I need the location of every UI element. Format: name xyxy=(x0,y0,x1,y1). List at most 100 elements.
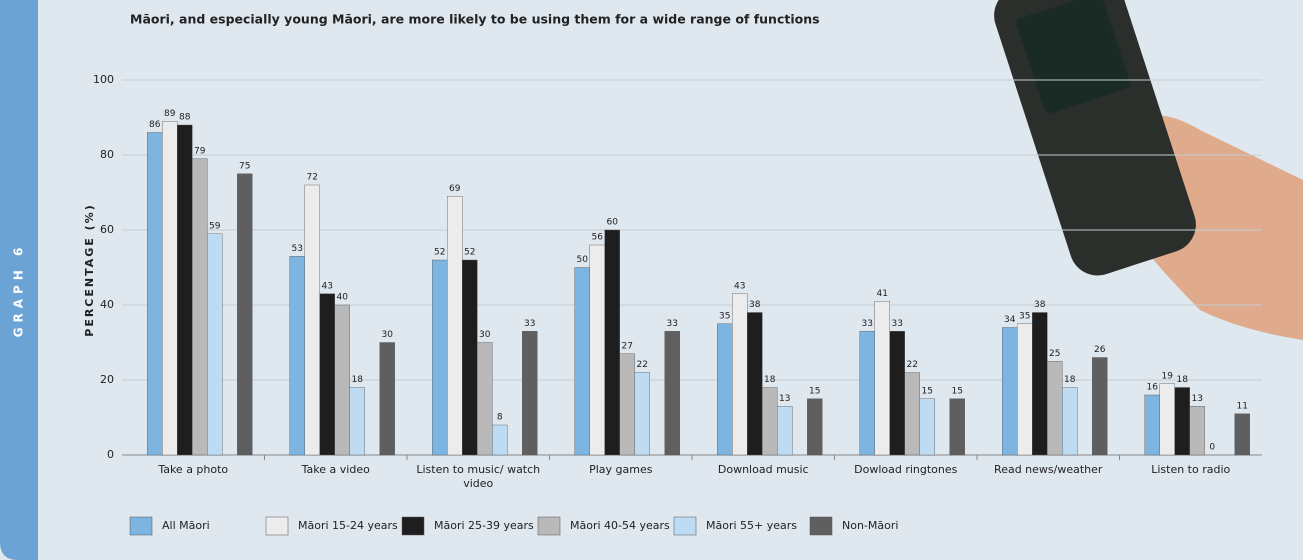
bar xyxy=(949,398,965,456)
phone xyxy=(994,0,1303,340)
bar xyxy=(349,387,365,456)
bar xyxy=(289,256,305,456)
value-label: 30 xyxy=(479,330,491,340)
y-tick-label: 0 xyxy=(107,448,114,461)
value-label: 18 xyxy=(1177,375,1189,385)
value-label: 19 xyxy=(1162,371,1174,381)
legend-swatch xyxy=(129,516,153,536)
value-label: 75 xyxy=(239,161,250,171)
bar xyxy=(304,184,320,456)
value-label: 88 xyxy=(179,113,191,123)
side-bar xyxy=(0,0,38,560)
bar xyxy=(664,331,680,456)
bar xyxy=(1032,312,1048,456)
value-label: 72 xyxy=(307,173,318,183)
value-label: 15 xyxy=(922,386,933,396)
bar xyxy=(192,158,208,456)
value-label: 18 xyxy=(764,375,776,385)
bar xyxy=(522,331,538,456)
x-tick-label: Take a video xyxy=(301,463,370,476)
bar xyxy=(859,331,875,456)
x-tick-label: Play games xyxy=(589,463,653,476)
bar xyxy=(1017,323,1033,456)
bar xyxy=(1159,383,1175,456)
bar xyxy=(207,233,223,456)
value-label: 59 xyxy=(209,221,221,231)
side-label: GRAPH 6 xyxy=(12,243,26,338)
legend-label: Māori 25-39 years xyxy=(434,519,534,532)
bar xyxy=(477,342,493,456)
bar xyxy=(1174,387,1190,456)
value-label: 43 xyxy=(734,281,745,291)
x-tick-label: Download music xyxy=(717,463,809,476)
value-label: 79 xyxy=(194,146,206,156)
bar xyxy=(589,244,605,456)
value-label: 16 xyxy=(1147,383,1159,393)
legend-label: All Māori xyxy=(162,519,210,532)
y-axis-label: PERCENTAGE (%) xyxy=(83,203,96,336)
value-label: 53 xyxy=(292,244,303,254)
value-label: 26 xyxy=(1094,345,1106,355)
bar xyxy=(1189,406,1205,456)
legend-label: Non-Māori xyxy=(842,519,898,532)
bar xyxy=(747,312,763,456)
y-tick-label: 100 xyxy=(93,73,114,86)
bar xyxy=(492,424,508,456)
bar xyxy=(1062,387,1078,456)
bar xyxy=(237,173,253,456)
legend-swatch xyxy=(537,516,561,536)
value-label: 41 xyxy=(877,289,888,299)
bar xyxy=(904,372,920,456)
value-label: 50 xyxy=(577,255,589,265)
x-tick-label: Take a photo xyxy=(158,463,229,476)
value-label: 25 xyxy=(1049,349,1060,359)
legend-swatch xyxy=(673,516,697,536)
value-label: 35 xyxy=(719,311,730,321)
y-tick-label: 60 xyxy=(100,223,114,236)
value-label: 52 xyxy=(464,248,475,258)
bar xyxy=(1092,357,1108,456)
value-label: 43 xyxy=(322,281,333,291)
legend-swatch xyxy=(401,516,425,536)
bar xyxy=(334,304,350,456)
x-tick-label: Read news/weather xyxy=(994,463,1103,476)
bar xyxy=(1002,327,1018,456)
value-label: 13 xyxy=(779,394,790,404)
bar xyxy=(619,353,635,456)
bar xyxy=(889,331,905,456)
value-label: 69 xyxy=(449,184,461,194)
value-label: 22 xyxy=(907,360,918,370)
bar xyxy=(874,301,890,456)
bar xyxy=(147,132,163,456)
value-label: 30 xyxy=(382,330,394,340)
value-label: 52 xyxy=(434,248,445,258)
bar xyxy=(762,387,778,456)
value-label: 33 xyxy=(667,319,678,329)
bar xyxy=(162,121,178,456)
value-label: 22 xyxy=(637,360,648,370)
y-tick-label: 40 xyxy=(100,298,114,311)
value-label: 0 xyxy=(1209,443,1215,453)
x-tick-label: Listen to radio xyxy=(1151,463,1231,476)
value-label: 60 xyxy=(607,218,619,228)
bar xyxy=(717,323,733,456)
legend-label: Māori 55+ years xyxy=(706,519,797,532)
value-label: 40 xyxy=(337,293,349,303)
bar xyxy=(1234,413,1250,456)
bar xyxy=(319,293,335,456)
bar xyxy=(919,398,935,456)
y-tick-label: 80 xyxy=(100,148,114,161)
bar xyxy=(177,124,193,456)
value-label: 8 xyxy=(497,413,503,423)
value-label: 38 xyxy=(749,300,761,310)
legend-swatch xyxy=(265,516,289,536)
value-label: 86 xyxy=(149,120,161,130)
value-label: 18 xyxy=(352,375,364,385)
bar xyxy=(634,372,650,456)
legend-swatch xyxy=(809,516,833,536)
value-label: 89 xyxy=(164,109,176,119)
bar xyxy=(732,293,748,456)
legend-label: Māori 40-54 years xyxy=(570,519,670,532)
